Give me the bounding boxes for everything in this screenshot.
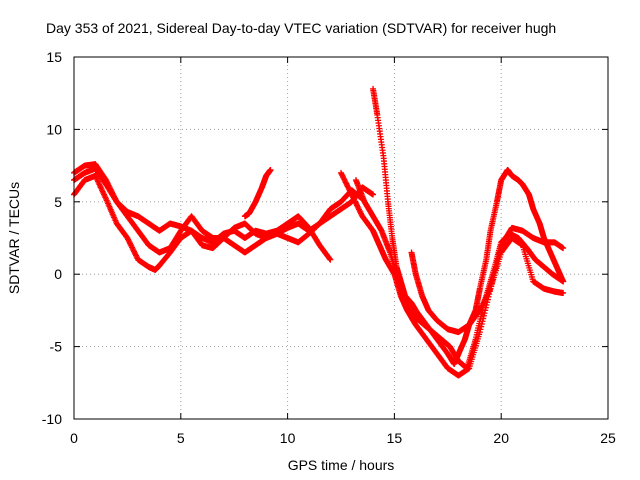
series-track-3	[71, 161, 334, 263]
data-point	[560, 290, 567, 297]
data-point	[326, 255, 333, 262]
plot-frame	[73, 56, 609, 420]
data-point	[560, 278, 567, 285]
x-tick-label: 0	[70, 430, 78, 446]
y-tick-label: -10	[42, 411, 62, 427]
y-axis-label: SDTVAR / TECUs	[6, 182, 22, 294]
x-tick-label: 5	[177, 430, 185, 446]
series-track-7	[352, 177, 567, 372]
x-tick-label: 25	[600, 430, 616, 446]
y-tick-label: -5	[50, 339, 63, 355]
series-track-4	[241, 166, 274, 220]
y-tick-label: 5	[54, 194, 62, 210]
x-tick-label: 15	[387, 430, 403, 446]
axis-ticks: 0 5 10 15 20 25 -10 -5 0 5 10 15	[42, 49, 616, 446]
y-tick-label: 0	[54, 266, 62, 282]
data-point	[370, 191, 377, 198]
data-point	[560, 245, 567, 252]
data-point	[327, 256, 334, 263]
chart-title: Day 353 of 2021, Sidereal Day-to-day VTE…	[46, 20, 556, 36]
y-tick-label: 15	[46, 49, 62, 65]
data-point	[267, 166, 274, 173]
x-axis-label: GPS time / hours	[288, 457, 395, 473]
x-tick-label: 10	[280, 430, 296, 446]
y-tick-label: 10	[46, 121, 62, 137]
series-track-8	[408, 235, 567, 336]
x-tick-label: 20	[493, 430, 509, 446]
data-points	[71, 85, 567, 379]
